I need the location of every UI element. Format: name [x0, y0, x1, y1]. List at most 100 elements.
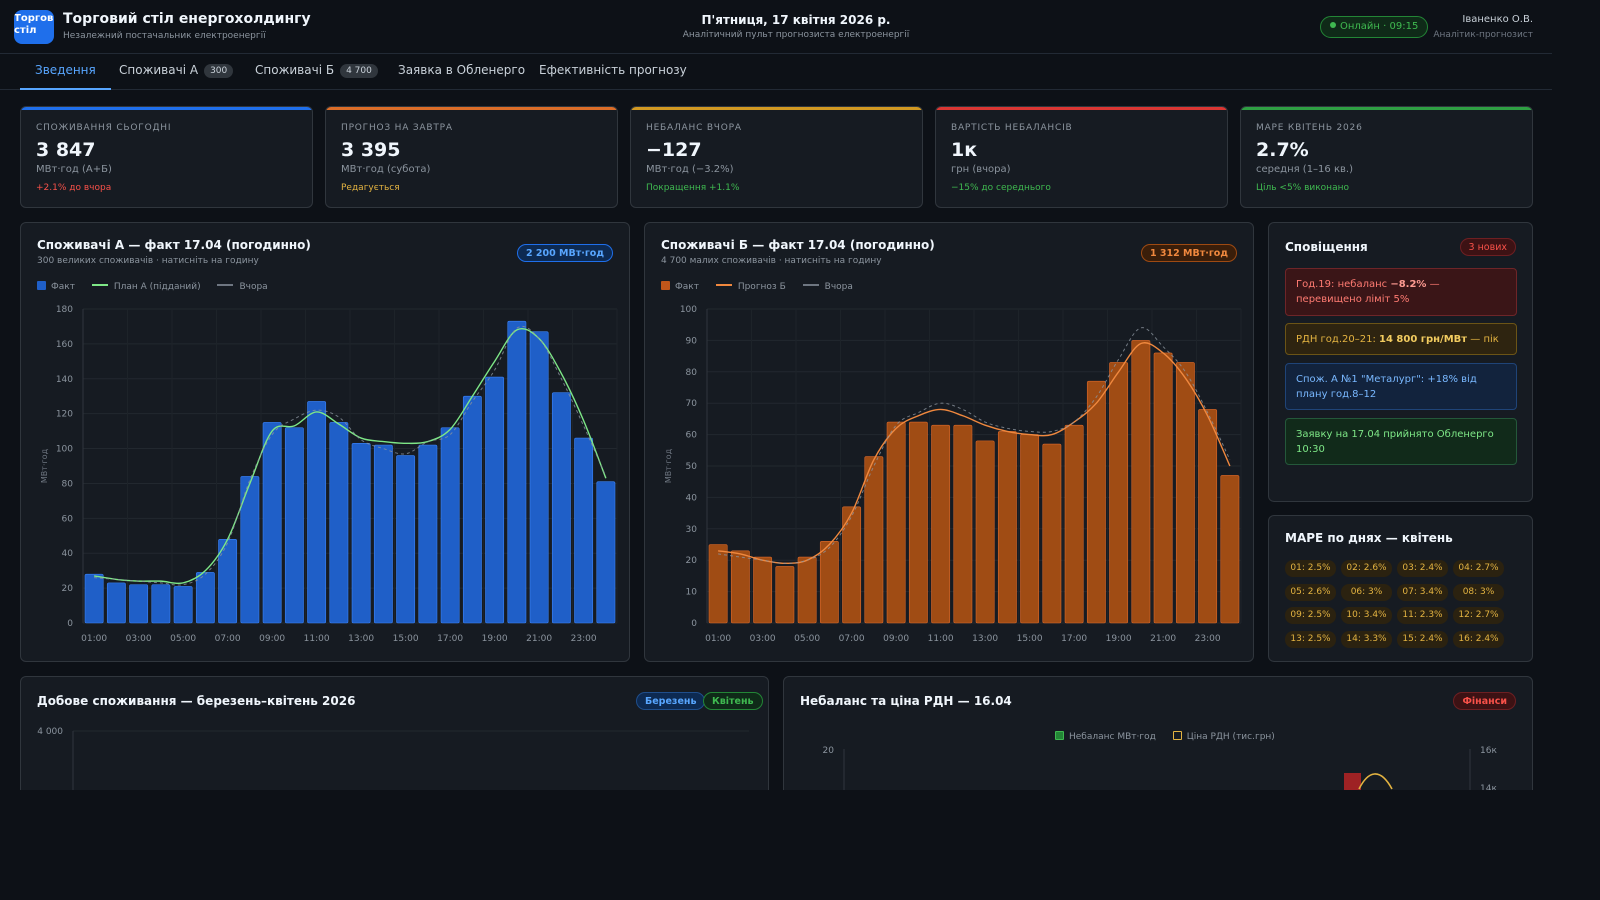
legend-item-fact[interactable]: Факт	[37, 281, 75, 292]
kpi-imbalance-yesterday[interactable]: НЕБАЛАНС ВЧОРА −127 МВт·год (−3.2%) Покр…	[630, 106, 923, 208]
kpi-delta: Покращення +1.1%	[646, 183, 740, 193]
kpi-mape-april[interactable]: MAPE КВІТЕНЬ 2026 2.7% середня (1–16 кв.…	[1240, 106, 1533, 208]
x-tick-label: 17:00	[1061, 634, 1087, 644]
tab-summary[interactable]: Зведення	[20, 54, 111, 90]
new-count-badge: 3 нових	[1459, 238, 1516, 256]
x-tick-label: 15:00	[393, 634, 419, 644]
bar	[84, 573, 104, 624]
plan-line	[94, 327, 607, 585]
mape-day-chip[interactable]: 08: 3%	[1453, 583, 1504, 601]
mape-day-chip[interactable]: 14: 3.3%	[1341, 630, 1392, 648]
consumers-b-chart[interactable]: 0 10 20 30 40 50 60 70 80 90 100 МВт·год 01:00 03:00 0…	[645, 301, 1253, 661]
legend-line	[802, 284, 819, 286]
legend-line	[217, 284, 234, 286]
daily-consumption-panel: Добове споживання — березень–квітень 202…	[20, 676, 769, 790]
mape-day-chip[interactable]: 15: 2.4%	[1397, 630, 1448, 648]
bar	[864, 456, 884, 624]
kpi-unit: МВт·год (−3.2%)	[646, 164, 734, 175]
y-axis-label: МВт·год	[40, 448, 49, 483]
legend-item-fact[interactable]: Факт	[661, 281, 699, 292]
tab-label: Споживачі Б	[255, 63, 335, 77]
legend-item-price[interactable]: Ціна РДН (тис.грн)	[1172, 731, 1275, 742]
mape-day-chip[interactable]: 02: 2.6%	[1341, 560, 1392, 577]
tab-count-badge: 4 700	[340, 64, 378, 78]
mape-day-chip[interactable]: 13: 2.5%	[1285, 630, 1336, 648]
panel-title: Сповіщення	[1285, 240, 1368, 254]
kpi-unit: МВт·год (субота)	[341, 164, 431, 175]
bar	[418, 444, 438, 624]
legend-item-yesterday[interactable]: Вчора	[217, 282, 268, 292]
y-tick-label: 100	[680, 305, 697, 315]
x-tick-label: 19:00	[1106, 634, 1132, 644]
bar	[1086, 380, 1106, 624]
legend-item-plan[interactable]: План А (підданий)	[91, 282, 201, 292]
current-date: П'ятниця, 17 квітня 2026 р.	[701, 13, 891, 27]
tab-label: Споживачі А	[119, 63, 199, 77]
bar	[151, 584, 171, 624]
kpi-consumption-today[interactable]: СПОЖИВАННЯ СЬОГОДНІ 3 847 МВт·год (А+Б) …	[20, 106, 313, 208]
mape-day-chip[interactable]: 07: 3.4%	[1397, 583, 1448, 601]
mape-day-chip[interactable]: 03: 2.4%	[1397, 560, 1448, 577]
bar	[329, 422, 349, 624]
tab-forecast-efficiency[interactable]: Ефективність прогнозу	[539, 54, 687, 90]
y-tick-label: 120	[56, 410, 73, 420]
mape-day-chip[interactable]: 12: 2.7%	[1453, 607, 1504, 624]
imbalance-chart[interactable]: 20 16к 14к	[784, 745, 1532, 790]
panel-subtitle: 300 великих споживачів · натисніть на го…	[37, 256, 259, 266]
mape-day-chip[interactable]: 09: 2.5%	[1285, 607, 1336, 624]
y-tick-label: 100	[56, 445, 73, 455]
app-subtitle: Незалежний постачальник електроенергії	[63, 31, 266, 41]
mape-day-chip[interactable]: 04: 2.7%	[1453, 560, 1504, 577]
y2-tick-label: 16к	[1480, 746, 1497, 756]
bar	[596, 481, 616, 624]
bar	[307, 401, 327, 624]
legend-item-forecast[interactable]: Прогноз Б	[715, 282, 786, 292]
panel-title: MAPE по днях — квітень	[1285, 531, 1453, 545]
mape-day-chip[interactable]: 06: 3%	[1341, 583, 1392, 601]
filter-chip-april[interactable]: Квітень	[703, 692, 763, 710]
bar	[396, 455, 416, 624]
kpi-accent-bar	[631, 107, 922, 110]
tab-oblenergo-request[interactable]: Заявка в Обленерго	[398, 54, 525, 90]
x-tick-label: 21:00	[1150, 634, 1176, 644]
price-line	[1358, 773, 1393, 790]
y-tick-label: 140	[56, 375, 73, 385]
bar	[1064, 424, 1084, 624]
tab-consumers-a[interactable]: Споживачі А 300	[119, 54, 234, 90]
notification-item[interactable]: Спож. А №1 "Металург": +18% від плану го…	[1285, 363, 1517, 410]
bar	[1198, 409, 1218, 624]
tab-consumers-b[interactable]: Споживачі Б 4 700	[255, 54, 378, 90]
consumers-a-chart[interactable]: 0 20 40 60 80 100 120 140 160 180 МВт·год 01:00 03:0…	[21, 301, 629, 661]
user-name[interactable]: Іваненко О.В.	[1462, 14, 1533, 25]
x-tick-label: 15:00	[1017, 634, 1043, 644]
y-tick-label: 20	[823, 746, 835, 756]
x-tick-label: 07:00	[839, 634, 865, 644]
mape-day-chip[interactable]: 05: 2.6%	[1285, 583, 1336, 601]
bar	[529, 331, 549, 624]
mape-day-chip[interactable]: 01: 2.5%	[1285, 560, 1336, 577]
mape-day-chip[interactable]: 11: 2.3%	[1397, 607, 1448, 624]
kpi-forecast-tomorrow[interactable]: ПРОГНОЗ НА ЗАВТРА 3 395 МВт·год (субота)…	[325, 106, 618, 208]
bar	[373, 444, 393, 624]
y-tick-label: 60	[62, 514, 74, 524]
notification-item[interactable]: Год.19: небаланс −8.2% — перевищено лімі…	[1285, 268, 1517, 316]
y-tick-label: 180	[56, 305, 73, 315]
mape-day-chip[interactable]: 10: 3.4%	[1341, 607, 1392, 624]
legend-line	[91, 284, 108, 286]
panel-title: Небаланс та ціна РДН — 16.04	[800, 694, 1012, 708]
total-badge: 1 312 МВт·год	[1140, 244, 1237, 262]
kpi-imbalance-cost[interactable]: ВАРТІСТЬ НЕБАЛАНСІВ 1к грн (вчора) −15% …	[935, 106, 1228, 208]
notification-item[interactable]: Заявку на 17.04 прийнято Обленерго 10:30	[1285, 418, 1517, 465]
bar	[819, 541, 839, 624]
x-tick-label: 07:00	[215, 634, 241, 644]
filter-chip-march[interactable]: Березень	[636, 692, 706, 710]
legend-item-yesterday[interactable]: Вчора	[802, 282, 853, 292]
legend-item-imbalance[interactable]: Небаланс МВт·год	[1055, 731, 1156, 742]
mape-day-chip[interactable]: 16: 2.4%	[1453, 630, 1504, 648]
bar	[842, 506, 862, 624]
kpi-delta: Редагується	[341, 183, 400, 193]
date-subtitle: Аналітичний пульт прогнозиста електроене…	[682, 30, 910, 40]
kpi-label: ПРОГНОЗ НА ЗАВТРА	[341, 123, 453, 133]
notification-item[interactable]: РДН год.20–21: 14 800 грн/МВт — пік	[1285, 323, 1517, 355]
